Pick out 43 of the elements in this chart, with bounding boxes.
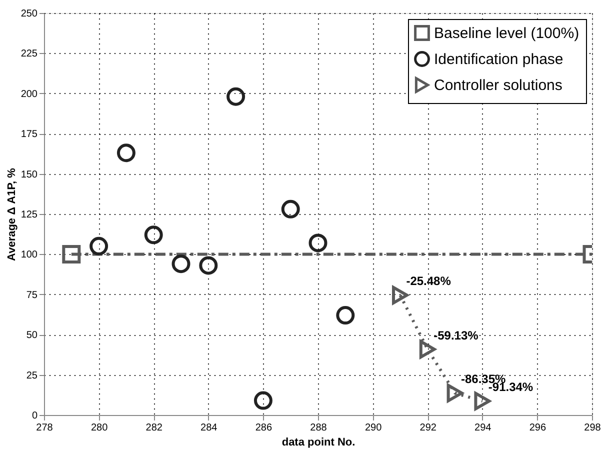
x-tick-label: 292 xyxy=(420,422,437,434)
y-axis-title: Average Δ A1P, % xyxy=(6,168,18,261)
point xyxy=(116,144,136,162)
x-tick-label: 296 xyxy=(529,422,546,434)
x-tick-label: 294 xyxy=(474,422,492,434)
legend-label: Identification phase xyxy=(434,51,564,68)
point xyxy=(281,200,300,218)
y-tick-label: 50 xyxy=(26,330,38,342)
y-tick-label: 175 xyxy=(20,129,38,140)
legend-label: Controller solutions xyxy=(434,77,562,94)
point xyxy=(336,306,355,325)
x-tick-label: 298 xyxy=(584,422,602,434)
y-tick-label: 25 xyxy=(26,370,38,382)
point xyxy=(90,236,108,256)
point xyxy=(199,256,218,275)
point xyxy=(392,286,408,304)
point xyxy=(308,234,328,252)
x-tick-label: 282 xyxy=(146,422,163,434)
y-tick-label: 0 xyxy=(32,410,38,422)
y-tick-label: 250 xyxy=(20,8,38,20)
point xyxy=(446,384,464,402)
x-tick-label: 288 xyxy=(310,422,328,434)
x-tick-label: 278 xyxy=(36,422,54,434)
annotation: -59.13% xyxy=(434,328,479,342)
y-tick-label: 100 xyxy=(20,250,38,261)
y-tick-label: 200 xyxy=(20,88,38,100)
y-tick-label: 125 xyxy=(20,210,38,220)
x-tick-label: 284 xyxy=(200,422,218,434)
x-tick-label: 280 xyxy=(90,422,108,434)
point xyxy=(474,392,491,410)
y-tick-label: 75 xyxy=(26,290,38,301)
y-tick-label: 150 xyxy=(20,169,38,180)
legend-label: Baseline level (100%) xyxy=(434,25,580,42)
x-tick-label: 286 xyxy=(255,422,272,434)
x-tick-label: 290 xyxy=(364,422,382,434)
point xyxy=(419,340,436,359)
x-axis-title: data point No. xyxy=(282,436,356,448)
point xyxy=(144,226,163,244)
point xyxy=(254,391,272,410)
point xyxy=(226,87,246,106)
y-tick-label: 225 xyxy=(20,48,38,60)
point xyxy=(172,254,190,274)
annotation: -25.48% xyxy=(406,274,452,288)
